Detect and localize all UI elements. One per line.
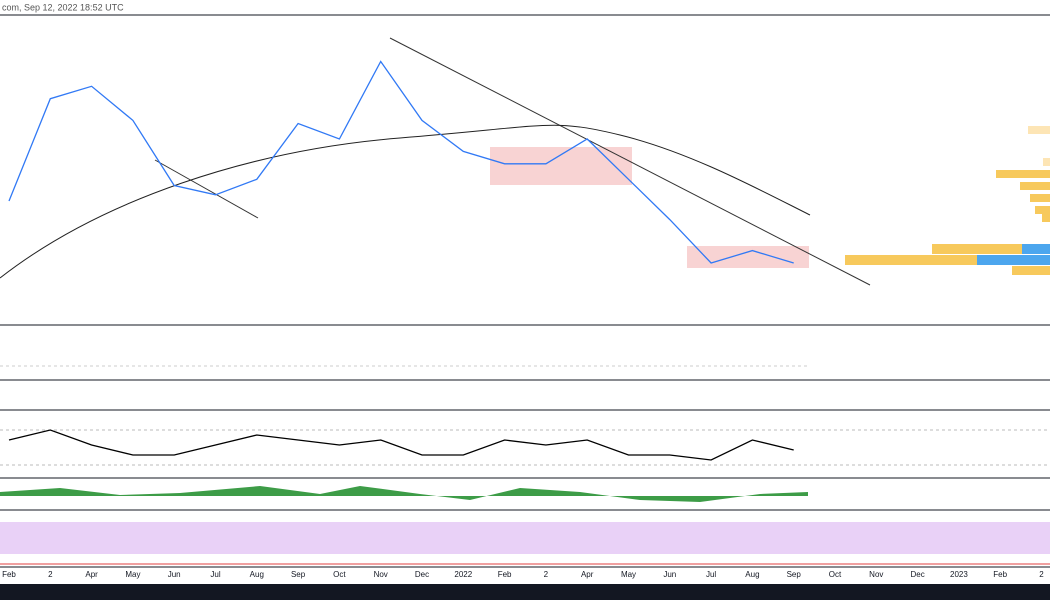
x-tick-label: Nov [374,570,388,579]
x-tick-label: Oct [829,570,842,579]
x-tick-label: Apr [581,570,594,579]
range-box [490,147,632,185]
x-tick-label: Jun [663,570,676,579]
trend-line [154,159,259,219]
x-tick-label: Dec [415,570,429,579]
x-tick-label: Nov [869,570,883,579]
x-tick-label: 2 [544,570,549,579]
series-line [8,60,794,264]
x-tick-label: Jul [210,570,220,579]
range-box [687,246,809,268]
trend-line [389,37,871,286]
x-tick-label: Oct [333,570,346,579]
oscillator-area [0,486,808,502]
plot: Feb 2 Apr May Jun Jul Aug Sep Oct Nov Dec 2022 Feb 2 A… [2,60,1044,579]
x-tick-label: Feb [498,570,512,579]
x-tick-label: 2 [48,570,53,579]
x-tick-label: Jul [706,570,716,579]
x-tick-label: Sep [291,570,306,579]
x-tick-label: Dec [910,570,924,579]
x-tick-label: Jun [168,570,181,579]
volume-profile [845,126,1050,275]
series-line [8,429,794,461]
x-tick-label: Apr [85,570,98,579]
x-tick-label: Sep [787,570,802,579]
x-tick-label: 2 [1039,570,1044,579]
x-tick-label: May [125,570,140,579]
x-tick-label: Feb [993,570,1007,579]
x-tick-label: 2023 [950,570,968,579]
x-tick-label: Aug [250,570,264,579]
x-tick-label: Feb [2,570,16,579]
moving-average [0,124,811,279]
x-tick-label: 2022 [454,570,472,579]
x-tick-label: Aug [745,570,759,579]
footer-bar [0,584,1050,600]
x-tick-label: May [621,570,636,579]
header: com, Sep 12, 2022 18:52 UTC [2,2,124,12]
stoch-band [0,522,1050,554]
